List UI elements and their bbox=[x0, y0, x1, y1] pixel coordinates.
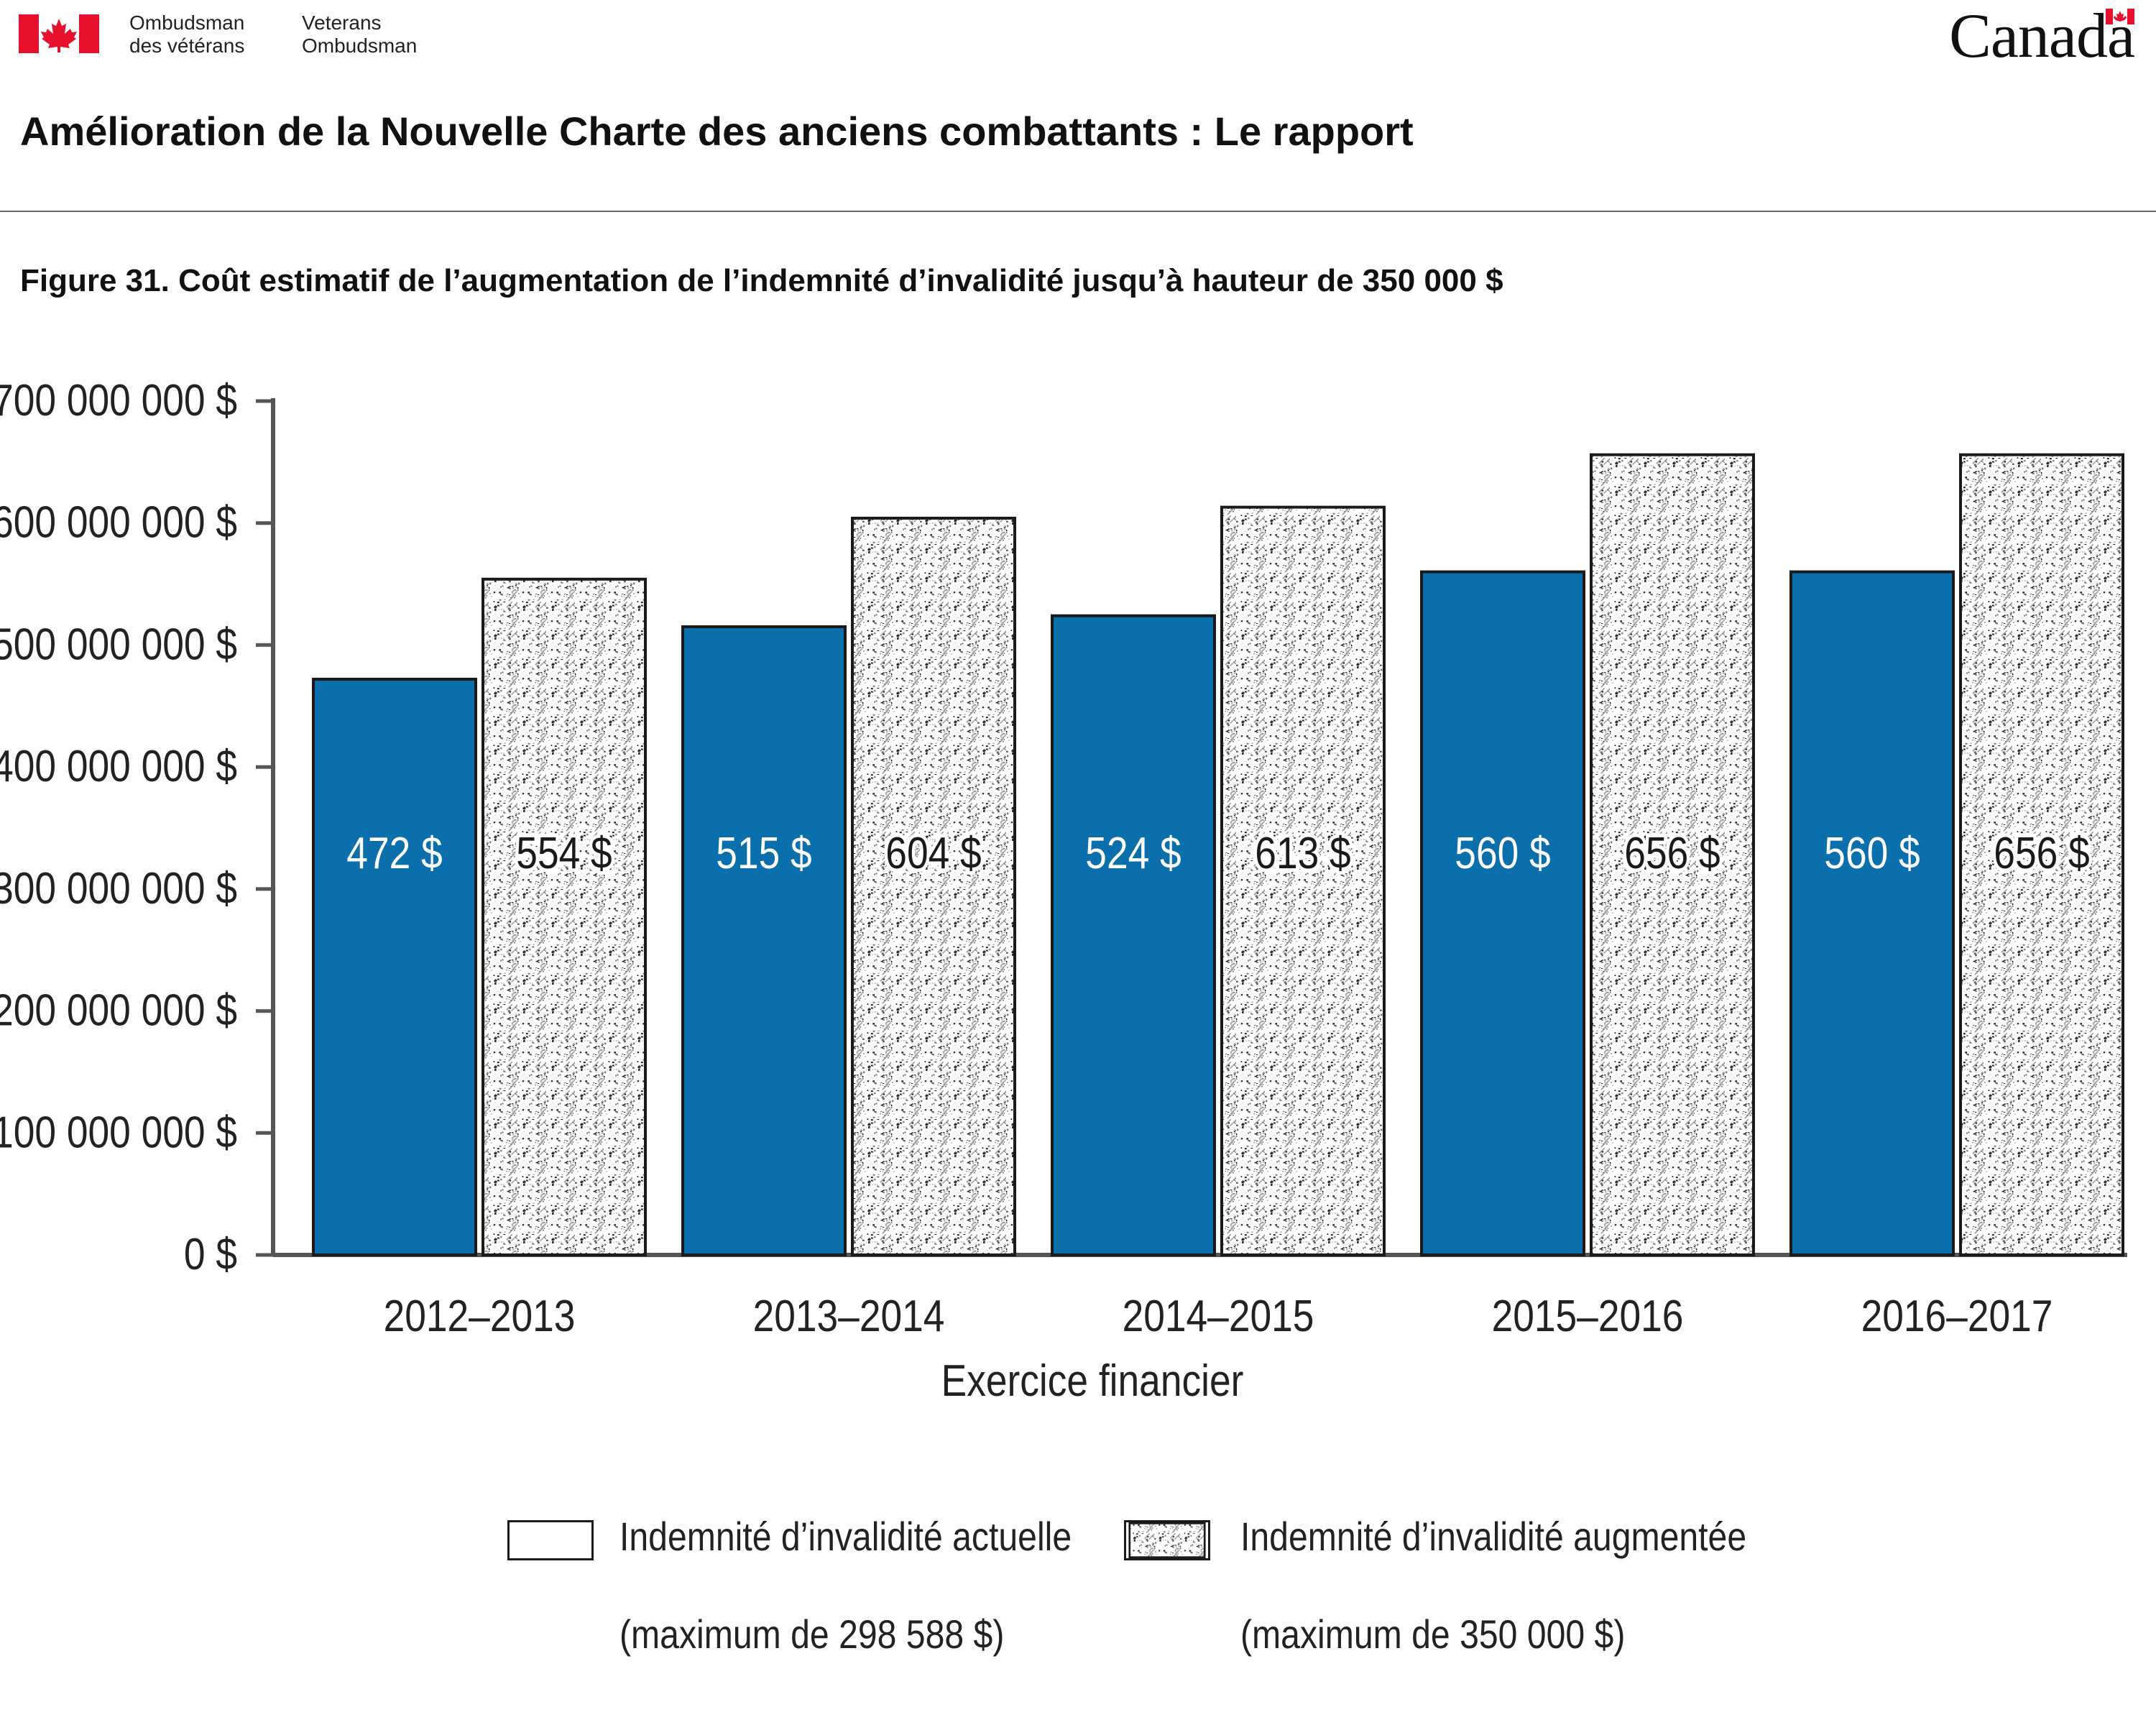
bar-increased bbox=[1959, 453, 2124, 1256]
x-tick-label: 2013–2014 bbox=[753, 1292, 945, 1341]
wordmark-flag-icon bbox=[2106, 9, 2134, 24]
figure-title: Figure 31. Coût estimatif de l’augmentat… bbox=[20, 263, 1503, 298]
canada-flag-icon bbox=[19, 14, 99, 53]
bar-label-increased: 656 $ bbox=[1994, 829, 2089, 878]
bar-current bbox=[312, 677, 477, 1257]
legend-swatch-increased bbox=[1124, 1520, 1210, 1560]
org-en-line1: Veterans bbox=[302, 12, 382, 34]
y-tick-label: 100 000 000 $ bbox=[0, 1108, 237, 1158]
bar-label-current: 472 $ bbox=[346, 829, 442, 878]
header-divider bbox=[0, 211, 2156, 212]
y-tick-label: 200 000 000 $ bbox=[0, 986, 237, 1036]
y-tick-label: 0 $ bbox=[184, 1230, 237, 1279]
y-tick-label: 500 000 000 $ bbox=[0, 620, 237, 670]
bar-increased bbox=[851, 516, 1016, 1257]
y-tick-label: 600 000 000 $ bbox=[0, 498, 237, 548]
org-name-fr: Ombudsman des vétérans bbox=[129, 12, 244, 58]
bar-label-increased: 656 $ bbox=[1624, 829, 1720, 878]
bar-chart: 0 $ 100 000 000 $ 200 000 000 $ 300 000 000… bbox=[0, 376, 2127, 1406]
x-axis-title: Exercice financier bbox=[941, 1356, 1244, 1406]
report-title: Amélioration de la Nouvelle Charte des a… bbox=[20, 109, 1414, 154]
bar-label-current: 560 $ bbox=[1455, 829, 1550, 878]
bar-increased bbox=[482, 577, 647, 1257]
org-fr-line2: des vétérans bbox=[129, 34, 245, 57]
bar-label-increased: 604 $ bbox=[885, 829, 981, 878]
org-fr-line1: Ombudsman bbox=[129, 12, 245, 34]
x-tick-label: 2012–2013 bbox=[384, 1292, 576, 1341]
legend-label-current: Indemnité d’invalidité actuelle bbox=[619, 1514, 1072, 1559]
chart-legend: Indemnité d’invalidité actuelle (maximum… bbox=[0, 1506, 2156, 1678]
legend-label-increased: Indemnité d’invalidité augmentée bbox=[1240, 1514, 1747, 1559]
bar-current bbox=[1789, 570, 1955, 1257]
bar-increased bbox=[1590, 453, 1755, 1256]
x-tick-label: 2015–2016 bbox=[1492, 1292, 1684, 1341]
page-header: Ombudsman des vétérans Veterans Ombudsma… bbox=[0, 0, 2156, 298]
y-tick-label: 400 000 000 $ bbox=[0, 742, 237, 791]
legend-sublabel-current: (maximum de 298 588 $) bbox=[619, 1611, 1005, 1657]
canada-wordmark: Canada bbox=[1949, 1, 2135, 71]
bar-label-current: 560 $ bbox=[1824, 829, 1920, 878]
bar-label-increased: 613 $ bbox=[1255, 829, 1350, 878]
y-tick-label: 300 000 000 $ bbox=[0, 864, 237, 914]
bar-current bbox=[1051, 614, 1216, 1256]
legend-sublabel-increased: (maximum de 350 000 $) bbox=[1240, 1611, 1626, 1657]
bar-current bbox=[1420, 570, 1585, 1257]
bar-increased bbox=[1220, 505, 1386, 1256]
bar-label-current: 524 $ bbox=[1085, 829, 1181, 878]
org-en-line2: Ombudsman bbox=[302, 34, 418, 57]
org-name-en: Veterans Ombudsman bbox=[302, 12, 417, 58]
x-tick-label: 2016–2017 bbox=[1861, 1292, 2053, 1341]
x-tick-label: 2014–2015 bbox=[1123, 1292, 1314, 1341]
bar-current bbox=[681, 625, 847, 1256]
bar-label-current: 515 $ bbox=[716, 829, 811, 878]
legend-swatch-current bbox=[507, 1520, 594, 1560]
bar-label-increased: 554 $ bbox=[516, 829, 612, 878]
y-tick-label: 700 000 000 $ bbox=[0, 376, 237, 426]
